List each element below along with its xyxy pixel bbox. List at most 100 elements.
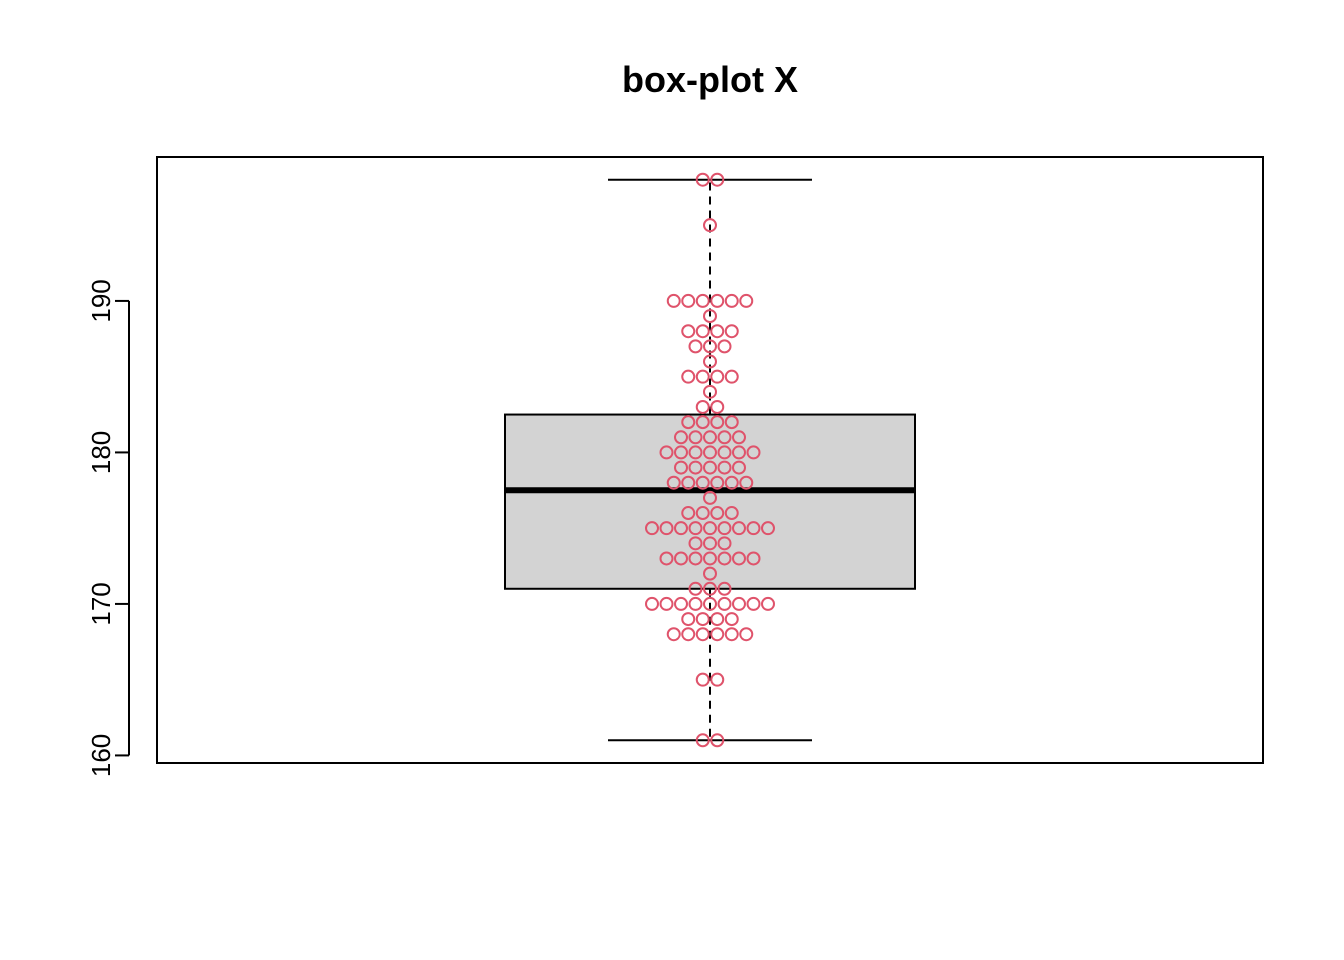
data-point bbox=[703, 339, 717, 354]
data-point bbox=[695, 415, 710, 430]
data-point bbox=[724, 369, 739, 384]
data-point bbox=[688, 521, 703, 536]
data-point bbox=[739, 627, 754, 642]
points-layer bbox=[645, 172, 775, 748]
data-point bbox=[688, 460, 703, 475]
data-point bbox=[732, 596, 746, 611]
data-point bbox=[761, 521, 775, 536]
data-point bbox=[681, 293, 696, 308]
data-point bbox=[681, 324, 696, 339]
data-point bbox=[659, 551, 674, 566]
data-point bbox=[710, 415, 725, 430]
data-point bbox=[710, 612, 725, 627]
data-point bbox=[681, 612, 696, 627]
data-point bbox=[761, 596, 775, 611]
data-point bbox=[717, 339, 732, 354]
data-point bbox=[710, 293, 725, 308]
data-point bbox=[681, 475, 696, 490]
data-point bbox=[732, 430, 746, 445]
data-point bbox=[724, 627, 739, 642]
data-point bbox=[717, 596, 732, 611]
data-point bbox=[732, 551, 746, 566]
data-point bbox=[724, 324, 739, 339]
data-point bbox=[710, 172, 725, 187]
data-point bbox=[695, 506, 710, 521]
data-point bbox=[710, 627, 725, 642]
data-point bbox=[724, 612, 739, 627]
data-point bbox=[724, 475, 739, 490]
data-point bbox=[681, 627, 696, 642]
data-point bbox=[703, 354, 717, 369]
data-point bbox=[703, 384, 717, 399]
data-point bbox=[674, 430, 688, 445]
plot-frame bbox=[156, 156, 1264, 764]
data-point bbox=[674, 551, 688, 566]
y-tick-label: 170 bbox=[86, 582, 116, 625]
box-layer bbox=[504, 178, 916, 742]
data-point bbox=[695, 399, 710, 414]
data-point bbox=[703, 490, 717, 505]
data-point bbox=[688, 430, 703, 445]
data-point bbox=[710, 733, 725, 748]
data-point bbox=[746, 445, 761, 460]
data-point bbox=[666, 293, 681, 308]
y-tick-label: 160 bbox=[86, 734, 116, 777]
data-point bbox=[674, 445, 688, 460]
data-point bbox=[703, 581, 717, 596]
data-point bbox=[724, 293, 739, 308]
data-point bbox=[724, 415, 739, 430]
data-point bbox=[703, 551, 717, 566]
data-point bbox=[688, 581, 703, 596]
data-point bbox=[695, 672, 710, 687]
data-point bbox=[710, 506, 725, 521]
data-point bbox=[710, 475, 725, 490]
data-point bbox=[746, 551, 761, 566]
data-point bbox=[674, 460, 688, 475]
data-point bbox=[666, 627, 681, 642]
data-point bbox=[703, 566, 717, 581]
data-point bbox=[732, 445, 746, 460]
data-point bbox=[666, 475, 681, 490]
data-point bbox=[681, 369, 696, 384]
data-point bbox=[688, 536, 703, 551]
data-point bbox=[710, 399, 725, 414]
data-point bbox=[739, 475, 754, 490]
data-point bbox=[703, 521, 717, 536]
data-point bbox=[688, 445, 703, 460]
data-point bbox=[688, 339, 703, 354]
data-point bbox=[659, 596, 674, 611]
data-point bbox=[681, 506, 696, 521]
data-point bbox=[710, 324, 725, 339]
data-point bbox=[703, 218, 717, 233]
data-point bbox=[645, 596, 659, 611]
y-axis: 160 170 180 190 bbox=[86, 279, 130, 777]
chart-title: box-plot X bbox=[622, 59, 798, 100]
data-point bbox=[674, 596, 688, 611]
data-point bbox=[703, 430, 717, 445]
data-point bbox=[703, 536, 717, 551]
y-tick-label: 190 bbox=[86, 279, 116, 322]
data-point bbox=[717, 521, 732, 536]
data-point bbox=[695, 172, 710, 187]
data-point bbox=[695, 369, 710, 384]
data-point bbox=[681, 415, 696, 430]
y-tick-label: 180 bbox=[86, 431, 116, 474]
data-point bbox=[732, 521, 746, 536]
data-point bbox=[717, 430, 732, 445]
data-point bbox=[695, 612, 710, 627]
data-point bbox=[717, 445, 732, 460]
data-point bbox=[710, 672, 725, 687]
data-point bbox=[688, 551, 703, 566]
data-point bbox=[717, 551, 732, 566]
data-point bbox=[703, 596, 717, 611]
iqr-box bbox=[504, 413, 916, 590]
data-point bbox=[695, 324, 710, 339]
data-point bbox=[724, 506, 739, 521]
data-point bbox=[710, 369, 725, 384]
data-point bbox=[659, 521, 674, 536]
data-point bbox=[703, 445, 717, 460]
data-point bbox=[659, 445, 674, 460]
data-point bbox=[732, 460, 746, 475]
data-point bbox=[674, 521, 688, 536]
